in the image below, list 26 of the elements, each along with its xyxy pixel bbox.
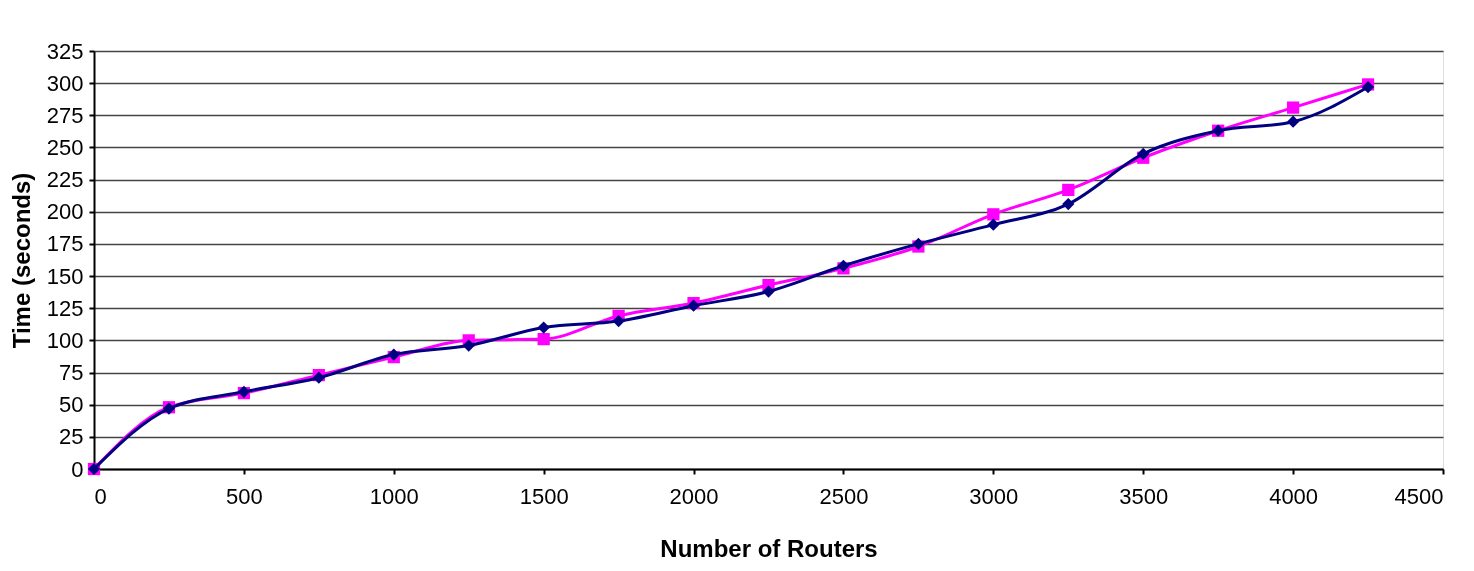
x-tick-label: 2000 <box>669 483 719 509</box>
y-tick-label: 175 <box>46 231 84 257</box>
y-tick-label: 200 <box>46 199 84 225</box>
y-tick-label: 225 <box>46 167 84 193</box>
y-tick-label: 50 <box>59 392 84 418</box>
x-tick-label: 500 <box>226 483 263 509</box>
x-tick-label: 1500 <box>519 483 569 509</box>
y-tick-label: 275 <box>46 102 84 128</box>
y-tick-label: 300 <box>46 70 84 96</box>
x-tick-label: 3000 <box>969 483 1019 509</box>
y-tick-label: 75 <box>59 360 84 386</box>
y-tick-label: 250 <box>46 134 84 160</box>
x-tick-label: 3500 <box>1119 483 1169 509</box>
x-tick-label: 4500 <box>1394 483 1444 509</box>
x-tick-label: 4000 <box>1269 483 1319 509</box>
y-tick-label: 325 <box>46 38 84 64</box>
x-tick-label: 2500 <box>819 483 869 509</box>
y-tick-label: 125 <box>46 295 84 321</box>
y-tick-label: 100 <box>46 327 84 353</box>
y-axis-title: Time (seconds) <box>7 172 35 349</box>
x-axis-title: Number of Routers <box>660 534 878 562</box>
y-tick-label: 0 <box>71 456 84 482</box>
x-tick-label: 1000 <box>369 483 419 509</box>
y-tick-label: 25 <box>59 424 84 450</box>
x-tick-label: 0 <box>94 483 107 509</box>
y-tick-label: 150 <box>46 263 84 289</box>
